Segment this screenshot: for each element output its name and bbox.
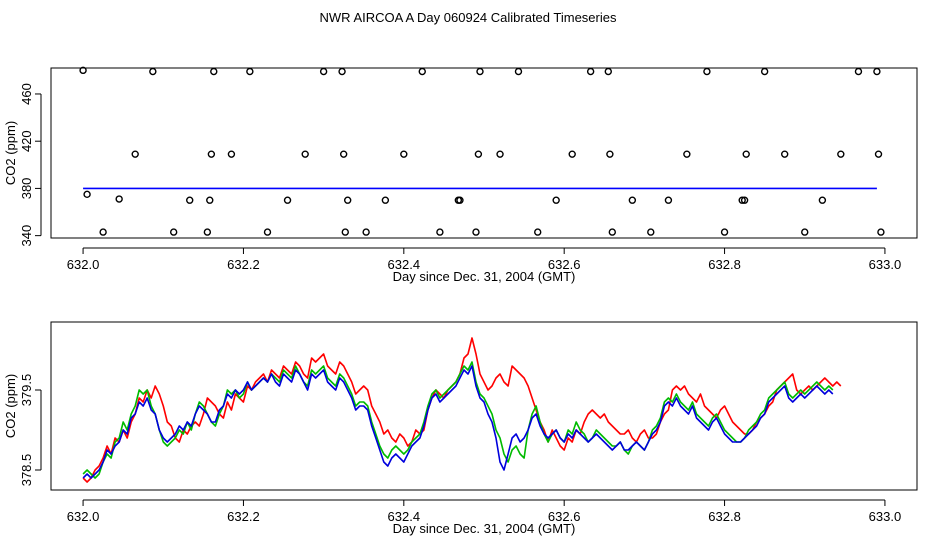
y-tick-label: 420	[19, 130, 34, 152]
scatter-point	[83, 190, 91, 199]
scatter-point	[362, 228, 370, 236]
y-tick-label: 380	[19, 178, 34, 200]
scatter-point	[149, 67, 157, 76]
scatter-point	[854, 67, 863, 76]
x-tick-label: 632.0	[67, 509, 100, 524]
top-panel: 632.0 632.2 632.4 632.6 632.8 633.0 340 380 420 4…	[3, 66, 918, 284]
y-tick-label: 378.5	[19, 454, 34, 487]
scatter-point	[738, 196, 746, 204]
bottom-panel: 632.0 632.2 632.4 632.6 632.8 633.0 378.5 379.5…	[3, 321, 918, 536]
scatter-point	[606, 150, 614, 158]
series-line-blue	[82, 365, 834, 479]
scatter-point	[664, 196, 673, 204]
x-tick-label: 632.8	[708, 257, 741, 272]
scatter-point	[115, 195, 123, 203]
scatter-point	[301, 150, 309, 158]
scatter-point	[381, 196, 390, 204]
x-tick-label: 632.6	[548, 257, 581, 272]
scatter-point	[586, 67, 595, 76]
scatter-point	[874, 150, 883, 158]
scatter-point	[436, 228, 444, 236]
scatter-point	[99, 228, 107, 236]
scatter-point	[131, 150, 139, 158]
scatter-point	[186, 196, 194, 204]
scatter-point	[608, 228, 616, 236]
scatter-point	[740, 196, 749, 204]
scatter-point	[456, 196, 464, 204]
scatter-point	[343, 196, 352, 204]
x-tick-label: 632.6	[548, 509, 581, 524]
scatter-point	[534, 228, 542, 236]
scatter-point	[568, 150, 576, 158]
scatter-point	[780, 150, 789, 158]
scatter-point	[496, 150, 504, 158]
x-tick-label: 632.2	[227, 257, 260, 272]
x-tick-label: 633.0	[869, 257, 902, 272]
scatter-point	[877, 228, 885, 236]
series-line-green	[82, 361, 834, 479]
scatter-point	[207, 150, 216, 158]
scatter-point	[203, 228, 212, 236]
x-axis-label: Day since Dec. 31, 2004 (GMT)	[393, 269, 576, 284]
figure-title: NWR AIRCOA A Day 060924 Calibrated Times…	[320, 10, 617, 25]
y-tick-label: 460	[19, 83, 34, 105]
scatter-point	[873, 67, 881, 76]
scatter-point	[628, 196, 637, 204]
scatter-point	[720, 228, 729, 236]
scatter-point	[837, 150, 845, 158]
scatter-point	[604, 67, 612, 76]
scatter-point	[227, 150, 236, 158]
scatter-point	[474, 150, 483, 158]
y-tick-label: 340	[19, 225, 34, 247]
scatter-point	[703, 67, 711, 76]
scatter-point	[79, 66, 87, 75]
scatter-point	[476, 67, 484, 76]
x-axis-label: Day since Dec. 31, 2004 (GMT)	[393, 521, 576, 536]
x-tick-label: 632.4	[388, 509, 421, 524]
scatter-point	[683, 150, 691, 158]
y-tick-label: 379.5	[19, 374, 34, 407]
y-axis-label: CO2 (ppm)	[3, 121, 18, 185]
x-tick-label: 632.0	[67, 257, 100, 272]
x-tick-label: 632.2	[227, 509, 260, 524]
scatter-point	[339, 150, 348, 158]
scatter-point	[552, 196, 560, 204]
scatter-point	[801, 228, 809, 236]
scatter-point	[341, 228, 349, 236]
scatter-point	[400, 150, 408, 158]
scatter-point	[169, 228, 178, 236]
scatter-point	[742, 150, 750, 158]
scatter-point	[283, 196, 292, 204]
scatter-point	[818, 196, 827, 204]
scatter-point	[418, 67, 426, 76]
scatter-point	[338, 67, 346, 76]
scatter-point	[210, 67, 218, 76]
scatter-point	[760, 67, 769, 76]
scatter-point	[472, 228, 480, 236]
scatter-point	[246, 67, 254, 76]
plot-frame	[50, 321, 918, 491]
plot-frame	[50, 67, 918, 239]
scatter-point	[647, 228, 655, 236]
x-tick-label: 633.0	[869, 509, 902, 524]
x-tick-label: 632.8	[708, 509, 741, 524]
x-tick-label: 632.4	[388, 257, 421, 272]
scatter-point	[319, 67, 328, 76]
scatter-point	[206, 196, 214, 204]
scatter-point	[263, 228, 272, 236]
y-axis-label: CO2 (ppm)	[3, 374, 18, 438]
scatter-point	[514, 67, 523, 76]
